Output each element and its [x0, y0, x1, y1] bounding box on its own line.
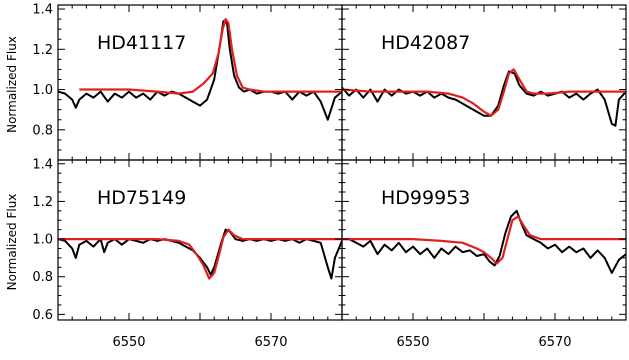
plot-area-bottom-left: 0.6 0.8 1.0 1.2 1.4 6550 6570	[32, 157, 343, 350]
y-tick-label: 1.2	[32, 43, 53, 58]
y-tick-label: 0.6	[32, 308, 53, 323]
observed-spectrum-line-top-left	[58, 20, 342, 121]
star-label-top-right: HD42087	[381, 32, 470, 54]
plot-frame-top-left	[57, 4, 343, 161]
y-axis-label-top: Normalized Flux	[5, 36, 19, 133]
y-axis-label-bottom: Normalized Flux	[5, 194, 19, 291]
plot-area-top-right	[341, 4, 627, 161]
star-label-bottom-right: HD99953	[381, 187, 470, 209]
x-tick-label: 6570	[538, 335, 571, 350]
x-tick-label: 6570	[254, 335, 287, 350]
observed-spectrum-line-bottom-right	[342, 209, 626, 274]
y-tick-label: 1.4	[32, 3, 53, 18]
y-tick-label: 1.0	[32, 233, 53, 248]
x-tick-label: 6550	[112, 335, 145, 350]
plot-area-top-left: 0.8 1.0 1.2 1.4	[32, 3, 343, 161]
model-fit-line-top-left	[79, 18, 342, 95]
y-tick-label: 1.4	[32, 157, 53, 172]
model-fit-line-top-right	[342, 68, 626, 117]
panel-top-right: HD42087	[341, 4, 627, 161]
observed-spectrum-line-bottom-left	[58, 228, 342, 280]
star-label-bottom-left: HD75149	[97, 187, 186, 209]
panel-bottom-right: 6550 6570 HD99953	[341, 159, 627, 350]
plot-area-bottom-right: 6550 6570	[341, 159, 627, 350]
plot-frame-top-right	[341, 4, 627, 161]
y-tick-label: 0.8	[32, 123, 53, 138]
observed-spectrum-line-top-right	[342, 70, 626, 127]
model-fit-line-bottom-right	[342, 215, 626, 265]
y-tick-label: 1.0	[32, 83, 53, 98]
y-tick-label: 1.2	[32, 195, 53, 210]
panel-bottom-left: 0.6 0.8 1.0 1.2 1.4 6550 6570 HD75149	[32, 157, 343, 350]
model-fit-line-bottom-left	[58, 228, 342, 280]
x-tick-label: 6550	[396, 335, 429, 350]
y-tick-label: 0.8	[32, 270, 53, 285]
panel-top-left: 0.8 1.0 1.2 1.4 HD41117	[32, 3, 343, 161]
star-label-top-left: HD41117	[97, 32, 186, 54]
